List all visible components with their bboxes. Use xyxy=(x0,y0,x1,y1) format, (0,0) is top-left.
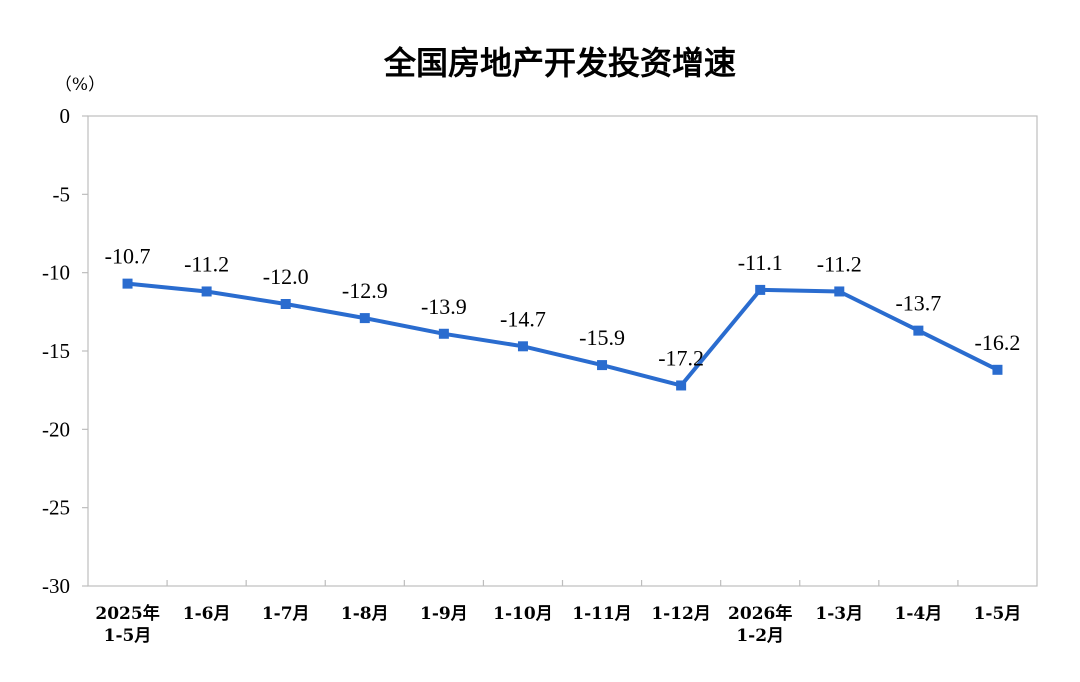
data-point-marker xyxy=(597,360,608,371)
y-tick-label: -25 xyxy=(42,496,70,520)
y-tick-label: -5 xyxy=(53,182,71,206)
x-tick-label: 1-3月 xyxy=(815,604,863,624)
x-tick-label: 1-7月 xyxy=(262,604,310,624)
data-label: -11.2 xyxy=(817,251,862,276)
x-tick-label: 1-11月 xyxy=(572,604,632,624)
data-label: -13.7 xyxy=(895,291,941,316)
data-label: -12.9 xyxy=(342,278,388,303)
plot-frame xyxy=(87,115,1038,587)
data-label: -15.9 xyxy=(579,325,625,350)
data-label: -14.7 xyxy=(500,306,546,331)
data-point-marker xyxy=(913,325,924,336)
y-tick-label: -20 xyxy=(42,417,70,441)
y-tick-label: -15 xyxy=(42,339,70,363)
data-point-marker xyxy=(676,380,687,391)
y-unit-label: （%） xyxy=(55,75,105,95)
data-label: -17.2 xyxy=(658,345,704,370)
data-point-marker xyxy=(834,286,845,297)
data-label: -11.2 xyxy=(184,251,229,276)
y-tick-label: 0 xyxy=(60,104,71,128)
data-point-marker xyxy=(359,313,370,324)
data-point-marker xyxy=(122,278,133,289)
x-tick-label: 1-12月 xyxy=(651,604,711,624)
data-label: -10.7 xyxy=(105,244,151,269)
x-tick-label: 1-8月 xyxy=(341,604,389,624)
y-tick-label: -10 xyxy=(42,261,70,285)
data-point-marker xyxy=(438,328,449,339)
data-label: -16.2 xyxy=(975,330,1021,355)
series-line xyxy=(127,281,999,388)
x-tick-label: 2025年 xyxy=(95,603,159,624)
x-tick-label: 1-5月 xyxy=(104,626,152,646)
y-tick-label: -30 xyxy=(42,574,70,598)
data-label: -13.9 xyxy=(421,294,467,319)
data-point-marker xyxy=(201,286,212,297)
data-point-marker xyxy=(517,341,528,352)
x-tick-label: 1-10月 xyxy=(493,604,553,624)
data-point-marker xyxy=(992,364,1003,375)
data-point-marker xyxy=(280,299,291,309)
x-tick-label: 1-5月 xyxy=(974,604,1022,624)
x-tick-label: 1-4月 xyxy=(895,604,943,624)
x-tick-label: 1-9月 xyxy=(420,604,468,624)
data-point-marker xyxy=(755,284,766,295)
x-tick-label: 1-2月 xyxy=(736,626,784,646)
data-label: -12.0 xyxy=(263,264,309,289)
x-tick-label: 2026年 xyxy=(728,603,792,624)
x-tick-label: 1-6月 xyxy=(183,604,231,624)
data-label: -11.1 xyxy=(738,250,783,275)
chart-title: 全国房地产开发投资增速 xyxy=(383,44,736,82)
